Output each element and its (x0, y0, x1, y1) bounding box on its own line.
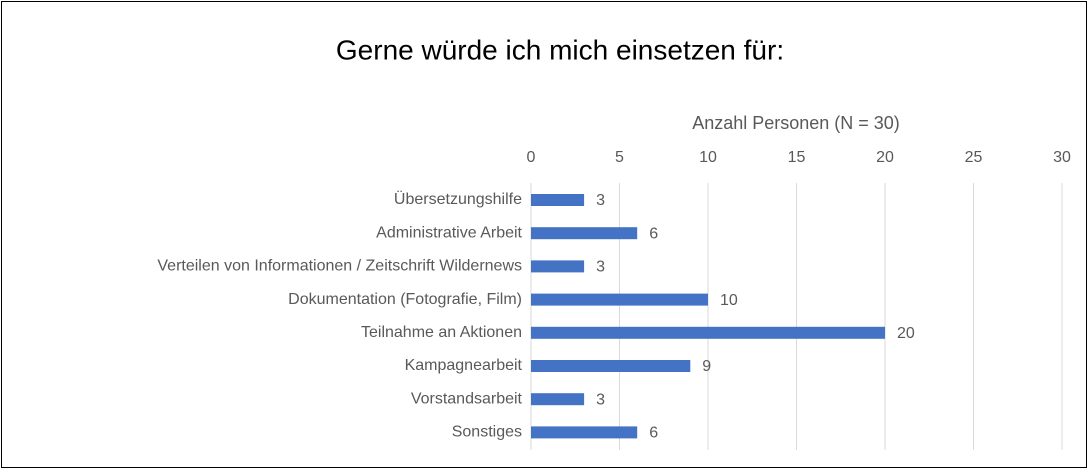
y-tick-label: Administrative Arbeit (376, 224, 522, 241)
data-label: 3 (596, 259, 605, 276)
bar (531, 194, 585, 206)
y-tick-label: Teilnahme an Aktionen (361, 324, 522, 341)
bar (531, 326, 885, 339)
x-tick-label: 15 (788, 149, 806, 166)
x-tick-label: 30 (1053, 149, 1071, 166)
y-tick-label: Übersetzungshilfe (394, 190, 522, 208)
x-tick-label: 20 (876, 149, 894, 166)
bar (531, 426, 638, 439)
chart-title: Gerne würde ich mich einsetzen für: (336, 34, 784, 65)
y-tick-label: Kampagnearbeit (405, 357, 523, 374)
x-tick-label: 5 (615, 149, 624, 166)
data-label: 6 (649, 425, 658, 442)
bar (531, 260, 585, 273)
x-tick-label: 10 (699, 149, 717, 166)
x-tick-label: 25 (965, 149, 983, 166)
bar (531, 227, 638, 240)
x-axis-label: Anzahl Personen (N = 30) (692, 113, 900, 133)
bar (531, 393, 585, 406)
data-label: 3 (596, 192, 605, 209)
y-tick-label: Vorstandsarbeit (411, 390, 523, 407)
data-label: 6 (649, 225, 658, 242)
data-label: 10 (720, 292, 738, 309)
y-tick-label: Dokumentation (Fotografie, Film) (288, 291, 522, 308)
y-tick-label: Sonstiges (452, 424, 522, 441)
bar (531, 293, 708, 306)
data-label: 20 (897, 325, 915, 342)
data-label: 3 (596, 391, 605, 408)
y-tick-label: Verteilen von Informationen / Zeitschrif… (157, 258, 522, 275)
data-label: 9 (702, 358, 711, 375)
bar (531, 360, 691, 372)
x-tick-label: 0 (527, 149, 536, 166)
